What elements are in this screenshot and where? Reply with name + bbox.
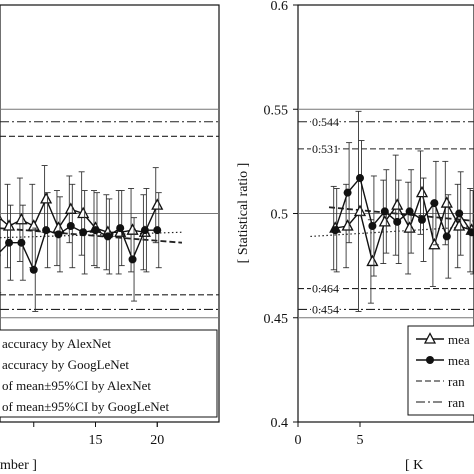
data-point-circle <box>79 228 88 237</box>
data-point-circle <box>393 217 402 226</box>
data-point-triangle <box>378 214 391 227</box>
trend-line <box>0 231 182 239</box>
data-point-circle <box>455 209 464 218</box>
data-point-triangle <box>15 212 28 225</box>
y-tick-label: 0.4 <box>271 416 289 431</box>
data-point-triangle <box>2 219 16 231</box>
reference-line-label: 0.531 <box>312 142 339 156</box>
legend-label: of mean±95%CI by GoogLeNet <box>2 399 169 414</box>
left-chart-panel: 15 20 mber ] accuracy by AlexNet accuracy by… <box>0 4 220 473</box>
y-axis-title: [ Statistical ratio ] <box>236 163 251 264</box>
data-point-circle <box>140 226 149 235</box>
data-point-circle <box>5 238 14 247</box>
data-point-circle <box>442 232 451 241</box>
legend-box <box>0 329 218 418</box>
x-axis-title: mber ] <box>0 458 37 473</box>
data-point-triangle <box>77 206 90 219</box>
data-point-triangle <box>341 219 354 231</box>
legend-symbol-triangle <box>423 332 437 344</box>
legend-label: mea <box>448 353 470 368</box>
y-tick-label: 0.55 <box>264 103 289 118</box>
data-point-circle <box>91 226 100 235</box>
legend-box <box>407 325 474 416</box>
data-point-circle <box>116 224 125 233</box>
legend-label: accuracy by AlexNet <box>2 336 111 351</box>
data-point-triangle <box>453 219 466 231</box>
data-point-circle <box>103 232 112 241</box>
data-point-circle <box>42 226 51 235</box>
series-line <box>0 197 158 234</box>
data-point-circle <box>153 226 162 235</box>
series-line <box>0 225 158 272</box>
x-tick-label: 15 <box>89 433 103 448</box>
data-point-circle <box>331 226 340 235</box>
data-point-triangle <box>40 192 53 204</box>
data-point-circle <box>17 238 26 247</box>
x-tick-label: 0 <box>295 433 302 448</box>
legend-label: mea <box>448 332 470 347</box>
x-tick-label: 20 <box>150 433 164 448</box>
legend-label: of mean±95%CI by AlexNet <box>2 378 151 393</box>
data-point-triangle <box>0 214 3 221</box>
right-chart-panel: 0.544 0.454 0.531 0.464 0.4 0.45 0.5 0.55 0.6 0 5 [… <box>236 0 474 473</box>
data-point-triangle <box>415 185 429 198</box>
data-point-triangle <box>151 198 164 210</box>
data-point-circle <box>380 207 389 216</box>
legend-label: ran <box>448 374 465 389</box>
data-point-triangle <box>366 254 379 267</box>
data-point-triangle <box>440 196 453 208</box>
y-tick-label: 0.5 <box>271 208 289 223</box>
reference-line-label: 0.454 <box>312 302 339 316</box>
data-point-triangle <box>403 221 416 233</box>
data-point-circle <box>0 252 1 258</box>
data-point-triangle <box>27 219 40 231</box>
legend-label: ran <box>448 395 465 410</box>
trend-line <box>0 227 183 244</box>
data-point-circle <box>128 255 137 264</box>
data-point-triangle <box>428 237 441 250</box>
data-point-circle <box>418 215 426 224</box>
x-tick-label: 5 <box>357 433 364 448</box>
data-point-circle <box>54 230 63 239</box>
data-point-circle <box>405 207 414 216</box>
data-point-circle <box>29 265 38 274</box>
reference-line-label: 0.544 <box>312 115 339 129</box>
data-point-circle <box>368 222 377 231</box>
y-tick-label: 0.6 <box>271 0 289 14</box>
legend-symbol-circle <box>426 356 434 364</box>
data-point-circle <box>356 174 364 183</box>
y-tick-label: 0.45 <box>264 312 289 327</box>
data-point-triangle <box>64 202 77 214</box>
data-point-triangle <box>126 223 139 235</box>
reference-line-label: 0.464 <box>312 282 339 296</box>
data-point-circle <box>66 222 75 231</box>
data-point-triangle <box>391 198 404 210</box>
data-point-circle <box>467 228 474 237</box>
legend-label: accuracy by GoogLeNet <box>2 357 129 372</box>
x-axis-title: [ K <box>405 458 423 473</box>
data-point-circle <box>430 199 439 208</box>
data-point-circle <box>343 188 352 197</box>
